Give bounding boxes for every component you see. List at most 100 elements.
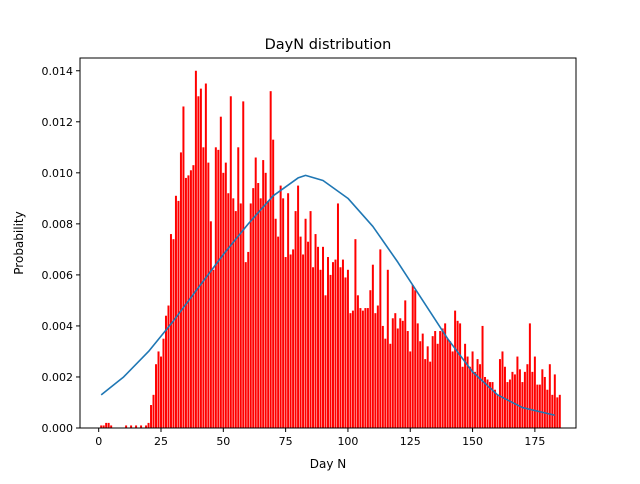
bar	[169, 234, 172, 428]
bar	[329, 274, 332, 428]
bar	[374, 313, 377, 428]
bar	[242, 101, 245, 428]
y-ticks: 0.000 0.002 0.004 0.006 0.008 0.010 0.012 0.014	[42, 65, 80, 435]
bar	[369, 290, 372, 428]
bar	[503, 366, 506, 428]
bar	[327, 257, 329, 428]
bar	[429, 361, 432, 428]
bar	[212, 269, 215, 428]
bar	[406, 331, 409, 428]
chart-title: DayN distribution	[265, 37, 392, 53]
bar	[456, 320, 459, 428]
bar	[359, 308, 362, 428]
bar	[309, 211, 312, 428]
bar	[349, 313, 352, 428]
bar	[538, 384, 541, 428]
bar	[498, 359, 501, 428]
bar	[249, 203, 252, 428]
bar	[396, 328, 399, 428]
bar	[528, 323, 531, 428]
y-tick-label: 0.002	[42, 371, 74, 384]
bar	[531, 371, 534, 428]
bar	[100, 425, 103, 428]
bar	[409, 351, 412, 428]
y-tick-label: 0.004	[42, 320, 74, 333]
bar	[471, 351, 474, 428]
bar	[284, 257, 287, 428]
bar	[399, 318, 402, 428]
bar	[421, 333, 424, 428]
x-ticks: 0 25 50 75 100 125 150 175	[95, 428, 545, 448]
bar	[167, 305, 170, 428]
bar	[262, 160, 265, 428]
bar	[272, 139, 275, 428]
bar	[379, 249, 382, 428]
bar	[267, 200, 270, 428]
bar	[489, 382, 491, 428]
bar	[431, 336, 434, 428]
bar	[182, 106, 185, 428]
bar	[105, 422, 108, 428]
bar	[479, 364, 482, 428]
bar	[424, 359, 427, 428]
bar	[523, 371, 526, 428]
bar	[222, 172, 225, 428]
bar	[302, 254, 305, 428]
bar	[496, 394, 499, 428]
bar	[518, 369, 521, 428]
bar	[536, 384, 539, 428]
bar	[381, 325, 384, 428]
x-tick-label: 125	[400, 435, 421, 448]
bar	[476, 359, 479, 428]
bar	[481, 325, 484, 428]
bar	[194, 70, 197, 428]
bar	[197, 96, 200, 428]
bar	[474, 371, 477, 428]
bar	[411, 285, 414, 428]
bar	[224, 162, 227, 428]
bar	[319, 269, 322, 428]
bar	[164, 315, 167, 428]
bar	[204, 83, 207, 429]
bar	[219, 116, 222, 428]
bar	[416, 323, 419, 428]
bar	[339, 267, 342, 428]
bar	[162, 338, 165, 428]
bar	[282, 198, 285, 428]
bar	[513, 374, 516, 428]
bar	[277, 236, 280, 428]
y-tick-label: 0.012	[42, 116, 74, 129]
bar	[541, 369, 544, 428]
bar	[287, 193, 290, 428]
bar	[199, 88, 202, 429]
bar	[506, 382, 509, 428]
bar	[237, 147, 240, 428]
bar	[354, 239, 357, 428]
x-tick-label: 100	[337, 435, 358, 448]
bar	[331, 262, 334, 428]
bar	[274, 218, 277, 428]
bar	[189, 170, 192, 428]
bar	[553, 374, 556, 428]
bar	[461, 366, 464, 428]
bar	[307, 241, 310, 428]
bar	[376, 305, 379, 428]
bar	[516, 356, 519, 428]
line-layer	[100, 174, 555, 417]
bar	[172, 239, 175, 428]
bar	[130, 425, 133, 428]
bar	[439, 331, 442, 428]
bar	[155, 364, 158, 428]
bar	[192, 165, 195, 429]
bar	[389, 343, 392, 428]
bar	[244, 262, 247, 428]
fit-curve	[100, 174, 555, 417]
bar	[234, 211, 237, 428]
bar	[521, 382, 524, 428]
bar	[446, 338, 449, 428]
bar	[414, 290, 417, 428]
y-tick-label: 0.006	[42, 269, 74, 282]
bar	[484, 376, 487, 428]
bar	[257, 183, 260, 428]
